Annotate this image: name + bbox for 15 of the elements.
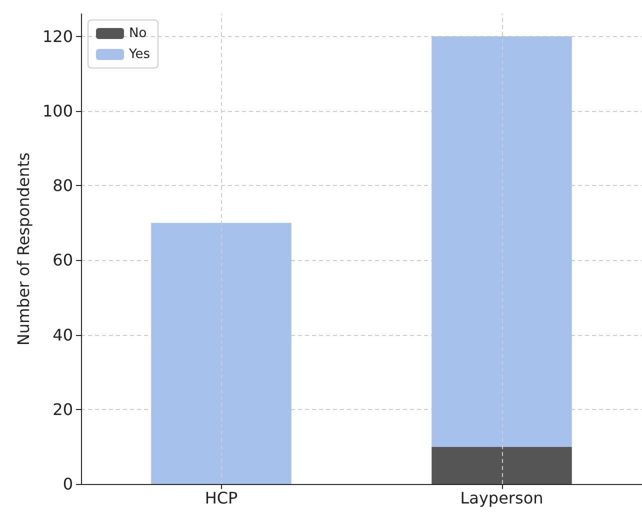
y-axis-title: Number of Respondents — [14, 152, 34, 346]
bar — [432, 36, 572, 447]
y-tick-label: 0 — [62, 474, 73, 494]
x-tick-label: HCP — [204, 488, 238, 508]
bar — [151, 222, 292, 484]
y-tick-label: 100 — [42, 101, 73, 120]
y-tick-label: 60 — [52, 250, 73, 270]
y-tick-label: 80 — [52, 176, 73, 196]
y-tick-label: 20 — [52, 400, 73, 419]
y-tick-label: 40 — [52, 325, 73, 344]
legend-label: Yes — [128, 47, 150, 62]
x-tick-label: Layperson — [460, 488, 544, 508]
y-tick-label: 120 — [42, 26, 73, 46]
legend-label: No — [129, 26, 147, 41]
bar — [432, 446, 572, 484]
